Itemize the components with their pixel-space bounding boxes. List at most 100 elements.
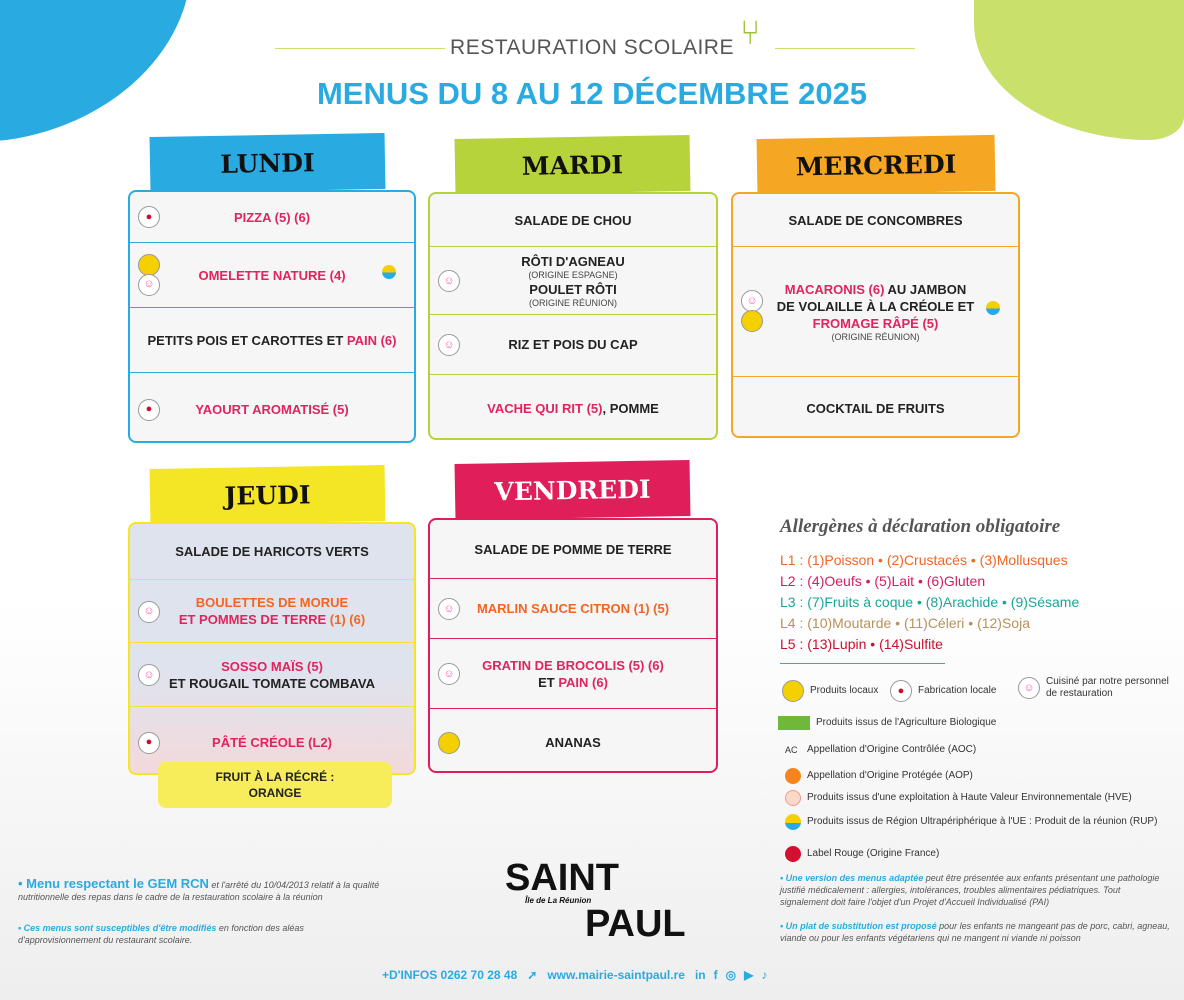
menu-row: BOULETTES DE MORUE ET POMMES DE TERRE (1)… (130, 579, 414, 642)
legend-hve: Produits issus d'une exploitation à Haut… (807, 792, 1132, 803)
dish-text: POULET RÔTI (529, 281, 617, 297)
dish-text: (ORIGINE RÉUNION) (831, 331, 920, 342)
decor-blob-blue (0, 0, 214, 148)
linkedin-icon[interactable]: in (694, 968, 706, 982)
dish-text: RÔTI D'AGNEAU (521, 253, 625, 269)
dish-text: PÂTÉ CRÉOLE (L2) (212, 734, 332, 750)
dish-text: ANANAS (545, 734, 601, 750)
cuisine-maison-icon: ☺ (741, 290, 763, 312)
dish-text: MARLIN SAUCE CITRON (1) (5) (476, 601, 670, 616)
legend-cuisine: Cuisiné par notre personnel de restaurat… (1046, 676, 1169, 699)
tiktok-icon[interactable]: ♪ (761, 968, 768, 982)
dish-text: PIZZA (5) (6) (233, 209, 311, 225)
dish-text: (ORIGINE RÉUNION) (528, 297, 617, 308)
day-card-lundi: PIZZA (5) (6) ● OMELETTE NATURE (4) ☺ PETITS… (128, 190, 416, 443)
dish-text: GRATIN DE BROCOLIS (5) (6) (482, 657, 664, 673)
produits-locaux-icon (741, 310, 763, 332)
dish-text: MACARONIS (6) (784, 281, 885, 297)
cuisine-maison-icon: ☺ (1018, 677, 1040, 699)
allergen-group: L1 : (1)Poisson • (2)Crustacés • (3)Moll… (780, 552, 1068, 568)
day-card-mardi: SALADE DE CHOU RÔTI D'AGNEAU (ORIGINE ESPA… (428, 192, 718, 440)
dish-text: AU JAMBON (884, 281, 967, 297)
rup-icon (785, 814, 801, 830)
day-tab-mardi: MARDI (454, 134, 691, 196)
dish-text: ET POMMES DE TERRE (178, 612, 327, 627)
divider (780, 663, 945, 664)
note-gem-bold: • Menu respectant le GEM RCN (18, 876, 209, 891)
facebook-icon[interactable]: f (713, 968, 718, 982)
note-subst: pour les enfants ne mangeant pas de porc… (780, 921, 1170, 943)
menu-row: PIZZA (5) (6) ● (130, 192, 414, 242)
dish-text: DE VOLAILLE À LA CRÉOLE ET (776, 298, 975, 314)
dish-text: VACHE QUI RIT (5) (487, 401, 603, 416)
legend-aop: Appellation d'Origine Protégée (AOP) (807, 770, 973, 781)
menu-row: GRATIN DE BROCOLIS (5) (6) ET PAIN (6) ☺ (430, 638, 716, 708)
day-tab-lundi: LUNDI (149, 132, 386, 194)
menu-row: SALADE DE HARICOTS VERTS (130, 524, 414, 579)
produits-locaux-icon (138, 253, 160, 276)
menu-row: MACARONIS (6) AU JAMBON DE VOLAILLE À LA … (733, 246, 1018, 376)
legend-fab: Fabrication locale (918, 685, 997, 696)
menu-row: RÔTI D'AGNEAU (ORIGINE ESPAGNE) POULET RÔT… (430, 246, 716, 314)
youtube-icon[interactable]: ▶ (744, 968, 754, 982)
dish-text: COCKTAIL DE FRUITS (806, 401, 945, 416)
menu-row: SALADE DE CHOU (430, 194, 716, 246)
cursor-icon: ➚ (527, 968, 538, 982)
dish-text: PETITS POIS ET CAROTTES ET (147, 332, 347, 348)
subtitle: RESTAURATION SCOLAIRE (450, 36, 734, 59)
fruit-recre: FRUIT À LA RÉCRÉ : ORANGE (158, 762, 392, 808)
aoc-icon: AC (785, 745, 798, 755)
menu-row: ANANAS (430, 708, 716, 775)
fork-spoon-icon: ⑂ (740, 14, 761, 52)
aop-icon (785, 768, 801, 784)
legend-rup: Produits issus de Région Ultrapériphériq… (807, 816, 1158, 827)
dish-text: ET (538, 674, 559, 690)
cuisine-maison-icon: ☺ (138, 273, 160, 296)
dish-text: RIZ ET POIS DU CAP (508, 337, 638, 352)
divider (775, 48, 915, 49)
fruit-value: ORANGE (248, 786, 302, 800)
note-gem: et l'arrêté du 10/04/2013 relatif à la q… (18, 880, 380, 902)
day-card-mercredi: SALADE DE CONCOMBRES MACARONIS (6) AU JAM… (731, 192, 1020, 438)
day-tab-mercredi: MERCREDI (756, 134, 996, 196)
dish-text: PAIN (6) (346, 332, 397, 348)
cuisine-maison-icon: ☺ (438, 598, 460, 620)
menu-row: COCKTAIL DE FRUITS (733, 376, 1018, 440)
rup-icon (986, 301, 1000, 315)
note-adapt: peut être présentée aux enfants présenta… (780, 873, 1160, 907)
page-title: MENUS DU 8 AU 12 DÉCEMBRE 2025 (316, 76, 868, 111)
cuisine-maison-icon: ☺ (438, 334, 460, 356)
saint-paul-logo: SAINT Île de La Réunion PAUL (505, 859, 686, 943)
instagram-icon[interactable]: ◎ (725, 968, 737, 982)
dish-text: (ORIGINE ESPAGNE) (528, 269, 618, 280)
note-adapt-bold: • Une version des menus adaptée (780, 873, 924, 883)
website-link[interactable]: www.mairie-saintpaul.re (547, 968, 685, 982)
dish-text: SOSSO MAÏS (5) (221, 658, 323, 674)
footer-phone: +D'INFOS 0262 70 28 48 (382, 968, 518, 982)
menu-row: OMELETTE NATURE (4) ☺ (130, 242, 414, 307)
dish-text: SALADE DE HARICOTS VERTS (175, 544, 369, 559)
menu-row: SALADE DE CONCOMBRES (733, 194, 1018, 246)
dish-text: SALADE DE CHOU (514, 212, 632, 228)
cuisine-maison-icon: ☺ (438, 270, 460, 292)
produits-locaux-icon (438, 731, 460, 754)
divider (275, 48, 445, 49)
menu-row: MARLIN SAUCE CITRON (1) (5) ☺ (430, 578, 716, 638)
cuisine-maison-icon: ☺ (138, 664, 160, 686)
allergens-title: Allergènes à déclaration obligatoire (780, 516, 1061, 537)
allergen-group: L2 : (4)Oeufs • (5)Lait • (6)Gluten (780, 573, 986, 589)
dish-text: ET ROUGAIL TOMATE COMBAVA (168, 675, 376, 691)
footer: +D'INFOS 0262 70 28 48 ➚ www.mairie-saint… (382, 968, 767, 982)
day-tab-jeudi: JEUDI (149, 464, 386, 526)
dish-text: (1) (6) (326, 612, 366, 627)
fruit-label: FRUIT À LA RÉCRÉ : (215, 770, 335, 784)
fabrication-locale-icon: ● (138, 731, 160, 754)
dish-text: PAIN (6) (558, 674, 608, 690)
dish-text: BOULETTES DE MORUE (195, 595, 349, 610)
day-card-vendredi: SALADE DE POMME DE TERRE MARLIN SAUCE CIT… (428, 518, 718, 773)
decor-blob-green (974, 0, 1184, 140)
allergen-group: L3 : (7)Fruits à coque • (8)Arachide • (… (780, 594, 1080, 610)
legend-local: Produits locaux (810, 685, 879, 696)
note-mod-bold: • Ces menus sont susceptibles d'être mod… (18, 923, 217, 933)
logo-tag: Île de La Réunion (525, 896, 592, 905)
